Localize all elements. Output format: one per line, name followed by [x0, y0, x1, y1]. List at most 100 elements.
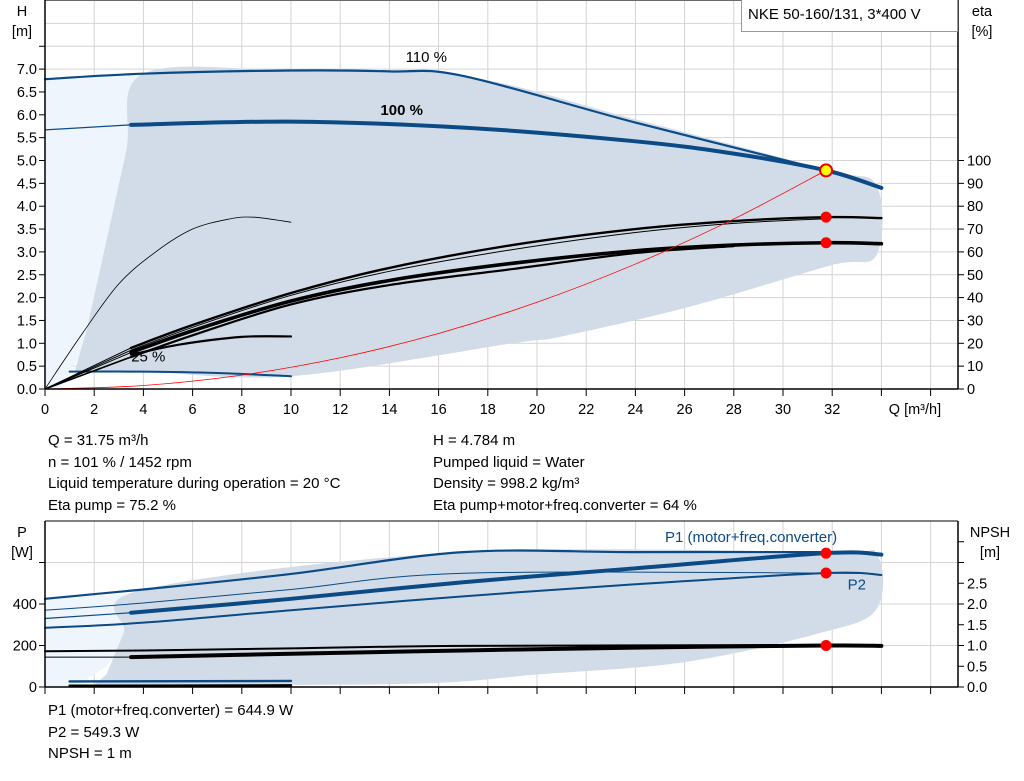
- y-tick-label: 1.0: [17, 336, 37, 352]
- curve-100-: [129, 119, 884, 190]
- operating-range-area: [94, 549, 884, 686]
- p2-point: [820, 567, 832, 579]
- y-tick-label: 4.0: [17, 199, 37, 215]
- curve-eta-pump-motor-freq-converter: [129, 240, 884, 355]
- info-left: Q = 31.75 m³/h n = 101 % / 1452 rpm Liqu…: [48, 430, 340, 516]
- x-tick-label: 32: [824, 402, 840, 418]
- x-tick-label: 14: [381, 402, 397, 418]
- curve-label: P1 (motor+freq.converter): [665, 529, 837, 546]
- y2-tick-label: 10: [967, 359, 983, 375]
- y2-tick-label: 1.0: [967, 639, 987, 655]
- x-tick-label: 2: [90, 402, 98, 418]
- x-tick-label: 0: [41, 402, 49, 418]
- curve-p2: [44, 571, 883, 629]
- x-tick-label: 30: [775, 402, 791, 418]
- head-readout: H = 4.784 m: [433, 432, 516, 449]
- x-tick-label: 6: [189, 402, 197, 418]
- y2-tick-label: 80: [967, 199, 983, 215]
- y2-tick-label: 100: [967, 154, 991, 170]
- y2-tick-label: 30: [967, 313, 983, 329]
- curve-label: P2: [848, 576, 866, 593]
- eta-pump-readout: Eta pump = 75.2 %: [48, 496, 176, 514]
- y2-tick-label: 50: [967, 268, 983, 284]
- y-tick-label: 5.5: [17, 131, 37, 147]
- y2-tick-label: 90: [967, 176, 983, 192]
- curve-p1-motor-freq-converter-: [129, 550, 884, 615]
- curve-aux: [130, 335, 293, 356]
- p1-point: [820, 547, 832, 559]
- x-tick-label: 8: [238, 402, 246, 418]
- curve-p1-motor-freq-converter-: [44, 612, 132, 620]
- x-tick-label: 26: [677, 402, 693, 418]
- operating-range-light-area: [45, 589, 218, 687]
- x-tick-label: 4: [139, 402, 147, 418]
- eta-pump-point: [820, 211, 832, 223]
- flow-readout: Q = 31.75 m³/h: [48, 432, 149, 449]
- head-efficiency-chart: 0.0 0.5 1.0 1.5 2.0 2.5 3.0 3.5 4.0 4.5 5.0 5.5 6.0 6…: [12, 0, 993, 418]
- curve-aux: [130, 245, 735, 359]
- y-tick-label: 200: [13, 639, 37, 655]
- curve-label: 25 %: [131, 349, 165, 366]
- curve-aux: [44, 349, 132, 390]
- curve-25-: [68, 370, 292, 378]
- curve-aux: [44, 356, 132, 390]
- power-npsh-chart: 0 200 400 0.0 0.5 1.0 1.5 2.0 2.5 P [W] NPSH [m] P1 (…: [11, 520, 1010, 696]
- curve-100-: [44, 124, 132, 131]
- curve-aux: [130, 218, 827, 351]
- y-axis-label: P: [17, 525, 27, 541]
- x-tick-label: 22: [578, 402, 594, 418]
- eta-total-readout: Eta pump+motor+freq.converter = 64 %: [433, 496, 697, 514]
- y2-axis-label: NPSH: [970, 525, 1010, 541]
- speed-readout: n = 101 % / 1452 rpm: [48, 453, 192, 471]
- x-tick-label: 28: [726, 402, 742, 418]
- y-tick-label: 4.5: [17, 176, 37, 192]
- y-tick-label: 0.5: [17, 359, 37, 375]
- x-tick-label: 18: [480, 402, 496, 418]
- pump-model-label: NKE 50-160/131, 3*400 V: [748, 6, 921, 23]
- y2-tick-label: 60: [967, 245, 983, 261]
- y2-axis-unit: [%]: [972, 24, 993, 40]
- y-tick-label: 2.5: [17, 268, 37, 284]
- npsh-readout: NPSH = 1 m: [48, 745, 132, 762]
- curve-aux: [44, 216, 292, 390]
- y2-tick-label: 0.5: [967, 659, 987, 675]
- npsh-point: [820, 640, 832, 651]
- y-tick-label: 1.5: [17, 313, 37, 329]
- curve-label: 100 %: [380, 102, 423, 119]
- duty-point: [819, 163, 834, 178]
- temperature-readout: Liquid temperature during operation = 20…: [48, 475, 341, 492]
- y-tick-label: 3.0: [17, 245, 37, 261]
- operating-range-light-area: [45, 73, 144, 390]
- x-axis-label: Q [m³/h]: [889, 402, 941, 418]
- y-tick-label: 2.0: [17, 291, 37, 307]
- y-tick-label: 5.0: [17, 154, 37, 170]
- y2-tick-label: 70: [967, 222, 983, 238]
- y-tick-label: 0: [29, 680, 37, 696]
- info-right: H = 4.784 m Pumped liquid = Water Densit…: [433, 430, 697, 516]
- p1-readout: P1 (motor+freq.converter) = 644.9 W: [48, 702, 294, 719]
- y-tick-label: 6.0: [17, 108, 37, 124]
- y2-axis-unit: [m]: [980, 545, 1000, 561]
- x-tick-label: 20: [529, 402, 545, 418]
- x-tick-label: 24: [627, 402, 643, 418]
- curve-110-: [43, 69, 883, 190]
- y2-tick-label: 40: [967, 291, 983, 307]
- y2-tick-label: 2.5: [967, 576, 987, 592]
- y2-tick-label: 0.0: [967, 680, 987, 696]
- y2-tick-label: 1.5: [967, 618, 987, 634]
- eta-total-point: [820, 237, 832, 249]
- y2-tick-label: 0: [967, 382, 975, 398]
- curve-p1-110-: [43, 549, 883, 600]
- x-tick-label: 12: [332, 402, 348, 418]
- y-tick-label: 6.5: [17, 85, 37, 101]
- y-tick-label: 3.5: [17, 222, 37, 238]
- y-axis-unit: [m]: [12, 24, 32, 40]
- y2-axis-label: eta: [972, 4, 993, 20]
- curve-label: 110 %: [406, 49, 447, 66]
- y-tick-label: 0.0: [17, 382, 37, 398]
- y-axis-unit: [W]: [11, 545, 33, 561]
- curve-aux: [44, 169, 827, 390]
- info-bottom: P1 (motor+freq.converter) = 644.9 W P2 =…: [48, 700, 293, 765]
- y2-tick-label: 20: [967, 336, 983, 352]
